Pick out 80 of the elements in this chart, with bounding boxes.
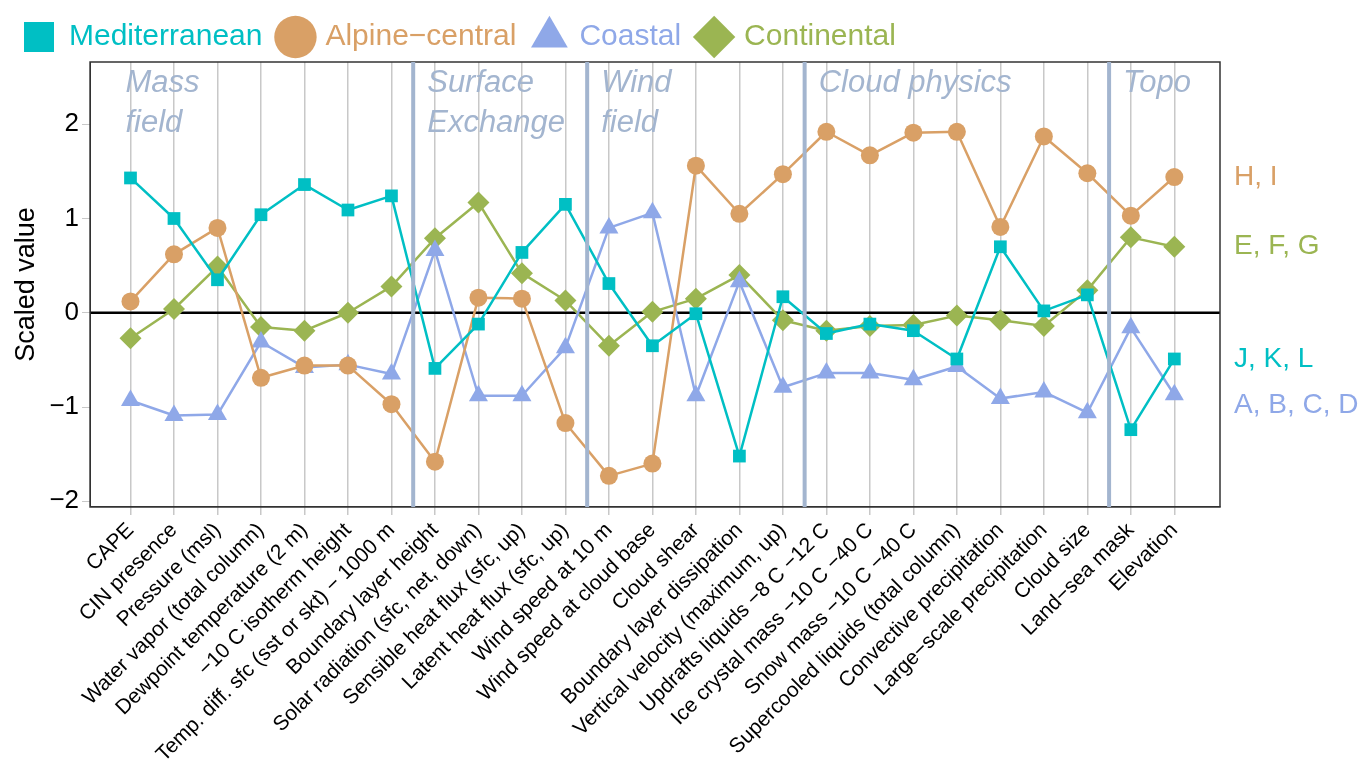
point xyxy=(730,204,749,223)
point xyxy=(1078,164,1097,183)
point xyxy=(298,178,311,191)
point xyxy=(597,334,620,357)
annotation: Mass field xyxy=(125,64,200,140)
point xyxy=(121,292,140,311)
point xyxy=(904,123,923,142)
y-tick-label: 1 xyxy=(64,201,80,232)
point xyxy=(211,273,224,287)
point xyxy=(1037,304,1051,318)
text: J, K, L xyxy=(1234,341,1314,373)
point xyxy=(1119,226,1142,249)
point xyxy=(773,165,792,184)
point xyxy=(1165,168,1184,187)
point xyxy=(338,356,357,375)
point xyxy=(602,277,616,290)
point xyxy=(467,191,490,214)
point xyxy=(425,452,444,471)
point xyxy=(254,208,268,222)
point xyxy=(556,414,575,433)
text: A, B, C, D xyxy=(1234,387,1359,419)
point xyxy=(382,395,401,414)
point xyxy=(167,212,181,225)
point xyxy=(162,298,185,320)
point xyxy=(646,339,659,353)
point xyxy=(817,122,836,141)
point xyxy=(989,309,1012,332)
point xyxy=(385,189,398,203)
y-tick-label: 2 xyxy=(64,107,80,138)
point xyxy=(860,146,879,165)
text: H, I xyxy=(1234,159,1278,191)
point xyxy=(249,315,272,338)
legend-label: Mediterranean xyxy=(69,18,263,52)
point xyxy=(689,307,703,321)
point xyxy=(684,287,707,310)
point xyxy=(1167,352,1181,366)
point xyxy=(469,288,488,307)
annotation: Wind field xyxy=(601,64,674,140)
point xyxy=(641,300,664,323)
point xyxy=(1034,127,1053,146)
legend-label: Continental xyxy=(744,18,896,52)
y-tick-label: −2 xyxy=(49,484,80,515)
point xyxy=(119,327,142,350)
y-tick-label: 0 xyxy=(64,295,80,326)
point xyxy=(251,368,270,387)
point xyxy=(380,275,403,298)
point xyxy=(559,197,572,211)
point xyxy=(907,324,920,338)
point xyxy=(428,362,442,375)
point xyxy=(124,171,137,185)
point xyxy=(994,240,1007,254)
annotation: Topo xyxy=(1123,64,1191,100)
point xyxy=(1163,235,1186,258)
annotation: Cloud physics xyxy=(818,64,1012,100)
point xyxy=(643,454,662,473)
point xyxy=(208,218,227,237)
point xyxy=(336,301,359,324)
legend-label: Alpine−central xyxy=(325,18,517,52)
point xyxy=(1032,314,1055,337)
point xyxy=(510,262,533,285)
point xyxy=(599,466,618,485)
y-axis-title: Scaled value xyxy=(9,207,40,362)
legend-label: Coastal xyxy=(579,18,682,52)
point xyxy=(512,289,531,308)
point xyxy=(515,246,529,259)
point xyxy=(686,156,705,175)
point xyxy=(1124,423,1138,437)
point xyxy=(554,289,577,312)
annotation: Surface Exchange xyxy=(427,64,566,140)
point xyxy=(293,319,316,342)
point xyxy=(733,449,746,463)
text: E, F, G xyxy=(1234,229,1320,261)
point xyxy=(1121,206,1140,225)
point xyxy=(947,122,966,141)
point xyxy=(472,317,485,331)
point xyxy=(945,304,968,327)
point xyxy=(164,245,183,264)
point xyxy=(776,290,790,304)
point xyxy=(991,217,1010,236)
y-tick-label: −1 xyxy=(49,390,80,421)
